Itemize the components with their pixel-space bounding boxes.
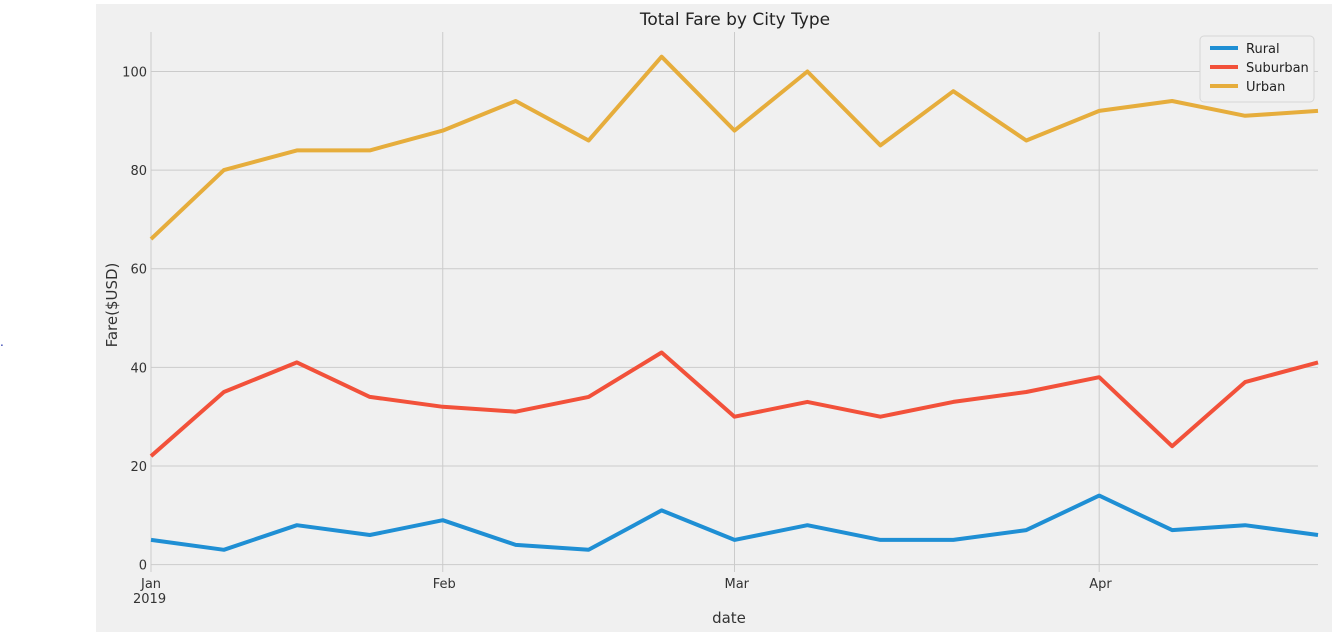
legend-label-suburban: Suburban <box>1246 61 1309 76</box>
y-tick-label: 80 <box>130 164 147 179</box>
stray-mark: . <box>0 335 4 349</box>
grid-lines <box>150 32 1318 572</box>
x-tick-label: Jan <box>140 577 161 592</box>
legend: Rural Suburban Urban <box>1199 35 1315 103</box>
y-tick-label: 20 <box>130 460 147 475</box>
y-tick-label: 100 <box>122 65 147 80</box>
x-tick-label: Mar <box>725 577 750 592</box>
x-axis-label: date <box>712 609 746 627</box>
figure-background <box>96 4 1332 632</box>
y-tick-label: 0 <box>139 559 147 574</box>
x-tick-label: Feb <box>433 577 456 592</box>
y-axis-label: Fare($USD) <box>103 263 121 348</box>
y-tick-label: 40 <box>130 361 147 376</box>
series-line-rural <box>150 493 1319 552</box>
series-line-suburban <box>149 350 1319 458</box>
y-tick-label: 60 <box>130 263 147 278</box>
x-tick-label: Apr <box>1089 577 1112 592</box>
series-line-urban <box>149 54 1319 241</box>
legend-label-urban: Urban <box>1246 80 1285 95</box>
x-tick-year-label: 2019 <box>133 592 166 607</box>
y-tick-labels: 0 20 40 60 80 100 <box>122 65 147 573</box>
legend-label-rural: Rural <box>1246 42 1280 57</box>
series-lines <box>149 54 1319 552</box>
chart-title: Total Fare by City Type <box>639 10 830 30</box>
